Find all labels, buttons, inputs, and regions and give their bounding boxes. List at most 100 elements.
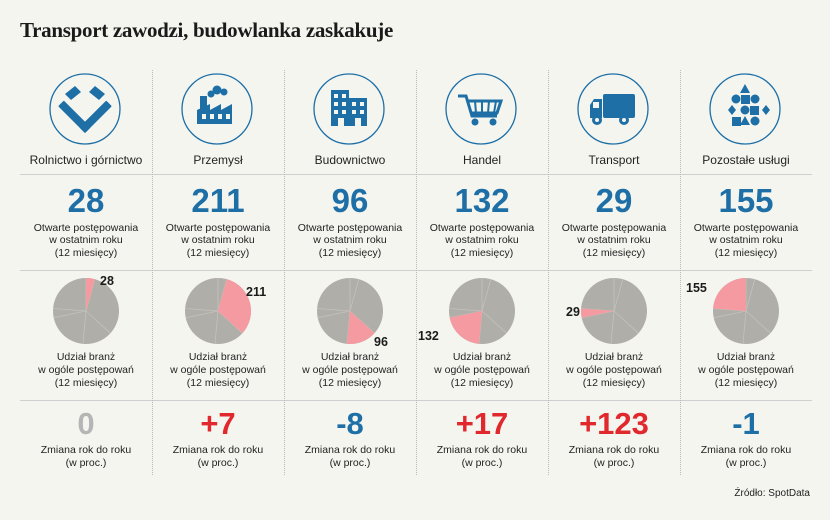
change-caption: (w proc.) <box>65 457 107 469</box>
pie-value-label: 132 <box>418 329 439 343</box>
pie-divider <box>349 279 360 312</box>
change-caption: Zmiana rok do roku <box>700 444 792 456</box>
pie-divider <box>745 279 756 312</box>
yoy-change-value: +123 <box>579 406 649 441</box>
open-count: 132 <box>454 182 510 219</box>
pie-divider <box>613 310 639 334</box>
pie-divider <box>317 308 351 312</box>
share-pie: 211 <box>152 273 284 351</box>
share-caption: w ogóle postępowań <box>170 364 266 376</box>
share-caption: w ogóle postępowań <box>302 364 398 376</box>
yoy-change-value: -1 <box>732 406 760 441</box>
share-caption: Udział branż <box>452 351 512 363</box>
sector-name: Handel <box>462 153 502 167</box>
yoy-change-value: +17 <box>455 406 509 441</box>
change-caption: Zmiana rok do roku <box>40 444 132 456</box>
sector-grid: Rolnictwo i górnictwo 28 Otwarte postępowa… <box>20 70 812 475</box>
open-count: 28 <box>67 182 105 219</box>
pie-divider <box>53 310 87 319</box>
share-caption: Udział branż <box>584 351 644 363</box>
sector-column: Transport 29 Otwarte postępowania w ostatni… <box>548 70 680 475</box>
mining-hammers-icon <box>48 72 122 146</box>
pie-value-label: 28 <box>100 274 114 288</box>
change-caption: (w proc.) <box>329 457 371 469</box>
pie-divider <box>85 310 111 334</box>
pie-divider <box>481 310 507 334</box>
change-caption: Zmiana rok do roku <box>568 444 660 456</box>
column-divider <box>416 70 417 475</box>
pie-value-label: 155 <box>686 281 707 295</box>
sector-column: Budownictwo 96 Otwarte postępowania w ostat… <box>284 70 416 475</box>
share-caption: (12 miesięcy) <box>714 377 778 389</box>
column-divider <box>284 70 285 475</box>
share-pie: 155 <box>680 273 812 351</box>
open-caption: w ostatnim roku <box>313 234 387 246</box>
factory-icon <box>180 72 254 146</box>
share-caption: (12 miesięcy) <box>318 377 382 389</box>
column-divider <box>548 70 549 475</box>
share-caption: (12 miesięcy) <box>450 377 514 389</box>
share-caption: (12 miesięcy) <box>582 377 646 389</box>
pie-divider <box>481 279 492 312</box>
open-count: 155 <box>718 182 774 219</box>
open-caption: w ostatnim roku <box>181 234 255 246</box>
pie-sector-slice <box>346 311 375 344</box>
sector-name: Rolnictwo i górnictwo <box>29 153 143 167</box>
truck-icon <box>576 72 650 146</box>
yoy-change-value: -8 <box>336 406 364 441</box>
pie-sector-slice <box>218 279 251 334</box>
share-pie: 29 <box>548 273 680 351</box>
share-caption: (12 miesięcy) <box>186 377 250 389</box>
change-caption: Zmiana rok do roku <box>304 444 396 456</box>
pie-divider <box>742 310 747 344</box>
open-caption: Otwarte postępowania <box>693 222 799 234</box>
open-caption: (12 miesięcy) <box>714 247 778 259</box>
share-pie: 96 <box>284 273 416 351</box>
yoy-change-value: 0 <box>77 406 95 441</box>
open-count: 211 <box>191 182 245 219</box>
open-caption: (12 miesięcy) <box>450 247 514 259</box>
change-caption: (w proc.) <box>725 457 767 469</box>
share-pie: 28 <box>20 273 152 351</box>
buildings-icon <box>312 72 386 146</box>
open-caption: w ostatnim roku <box>445 234 519 246</box>
open-caption: Otwarte postępowania <box>297 222 403 234</box>
open-caption: w ostatnim roku <box>709 234 783 246</box>
pie-divider <box>745 310 771 334</box>
share-caption: Udział branż <box>320 351 380 363</box>
yoy-change-value: +7 <box>200 406 236 441</box>
pie-value-label: 96 <box>374 335 388 349</box>
open-count: 29 <box>595 182 633 219</box>
pie-divider <box>610 310 615 344</box>
open-count: 96 <box>331 182 369 219</box>
open-caption: Otwarte postępowania <box>561 222 667 234</box>
column-divider <box>152 70 153 475</box>
share-caption: Udział branż <box>188 351 248 363</box>
share-caption: Udział branż <box>716 351 776 363</box>
sector-name: Budownictwo <box>314 153 386 167</box>
share-caption: Udział branż <box>56 351 116 363</box>
pie-divider <box>478 310 483 344</box>
sector-column: Pozostałe usługi 155 Otwarte postępowania w… <box>680 70 812 475</box>
sector-name: Pozostałe usługi <box>702 153 790 167</box>
change-caption: Zmiana rok do roku <box>172 444 264 456</box>
pie-sector-slice <box>86 278 95 311</box>
sector-column: Handel 132 Otwarte postępowania w ostatnim … <box>416 70 548 475</box>
shopping-cart-icon <box>444 72 518 146</box>
sector-column: Rolnictwo i górnictwo 28 Otwarte postępowa… <box>20 70 152 475</box>
open-caption: (12 miesięcy) <box>582 247 646 259</box>
share-caption: w ogóle postępowań <box>434 364 530 376</box>
column-divider <box>680 70 681 475</box>
open-caption: w ostatnim roku <box>577 234 651 246</box>
open-caption: (12 miesięcy) <box>54 247 118 259</box>
page-title: Transport zawodzi, budowlanka zaskakuje <box>20 18 393 42</box>
pie-divider <box>214 310 219 344</box>
source-note: Źródło: SpotData <box>734 488 810 499</box>
open-caption: Otwarte postępowania <box>33 222 139 234</box>
share-pie: 132 <box>416 273 548 351</box>
open-caption: (12 miesięcy) <box>318 247 382 259</box>
shapes-icon <box>708 72 782 146</box>
change-caption: (w proc.) <box>461 457 503 469</box>
share-caption: w ogóle postępowań <box>38 364 134 376</box>
sector-name: Przemysł <box>193 153 243 167</box>
